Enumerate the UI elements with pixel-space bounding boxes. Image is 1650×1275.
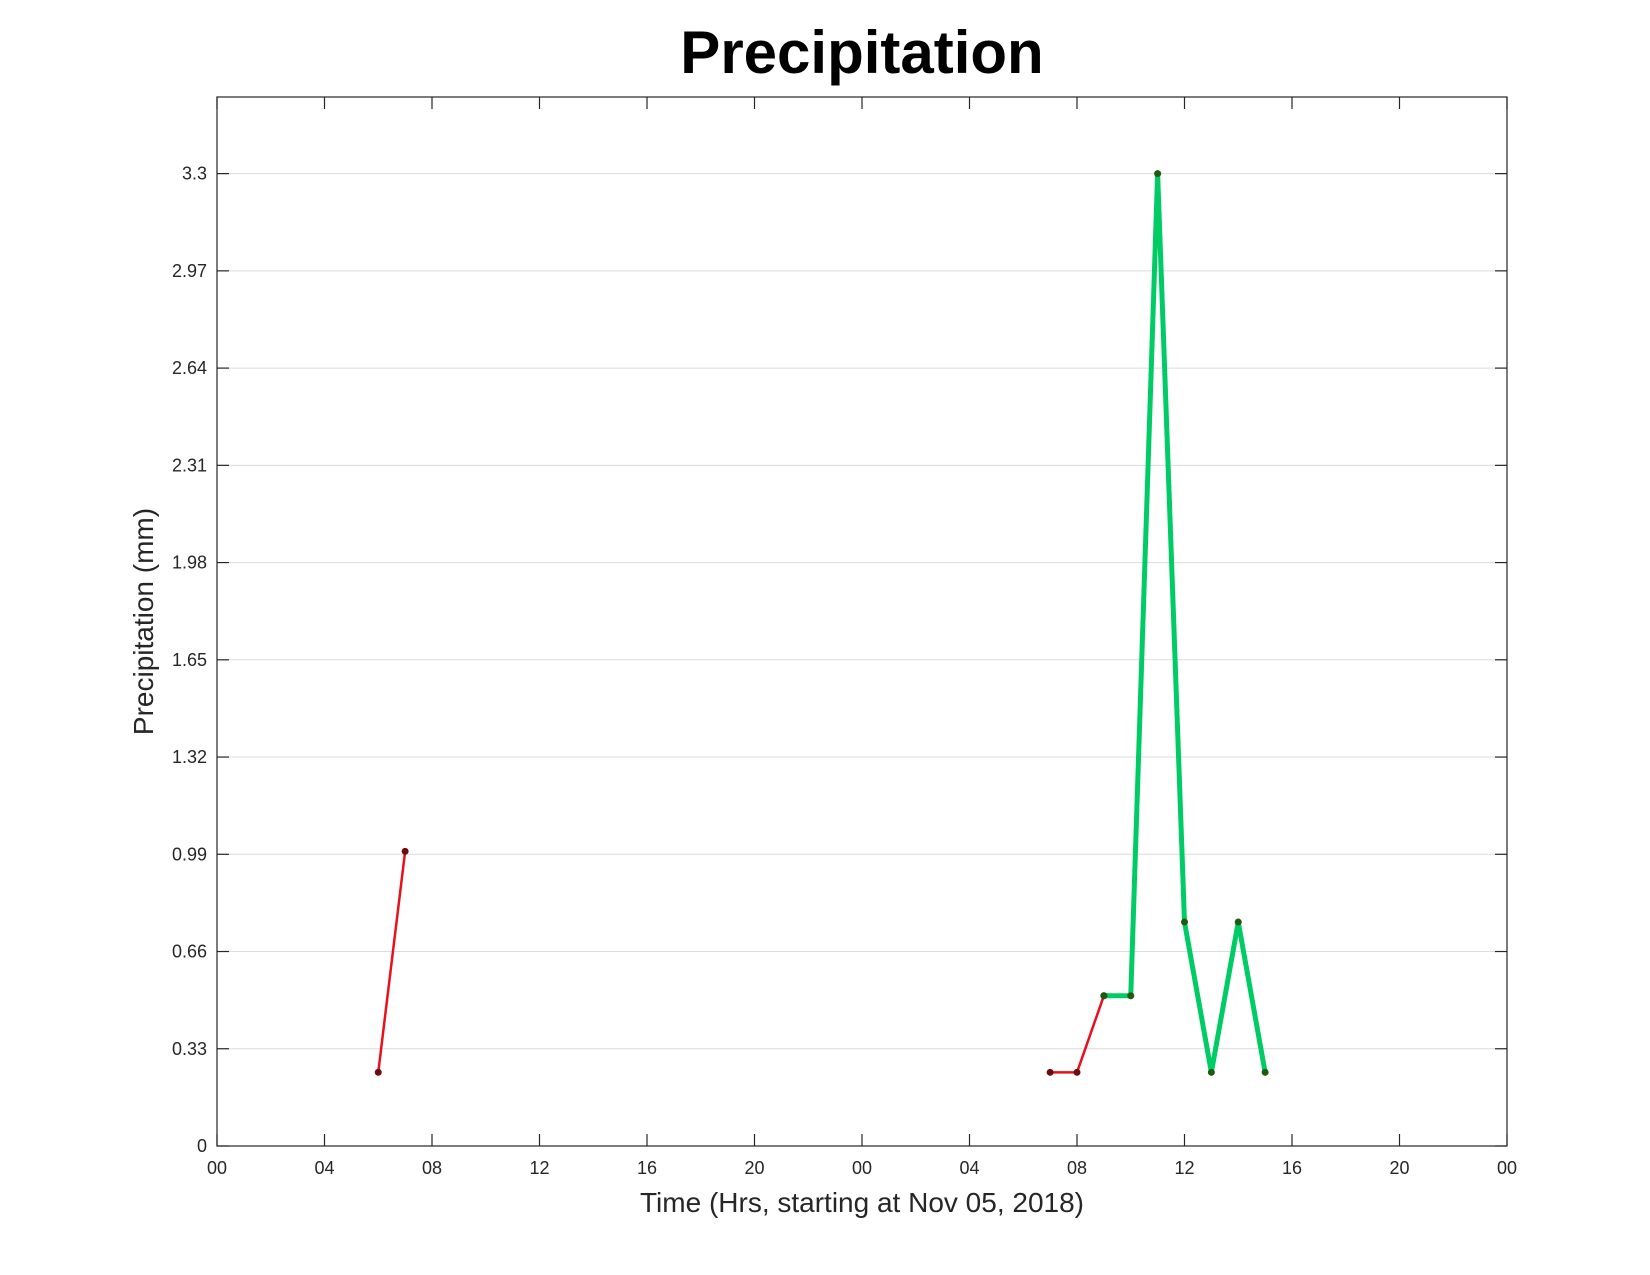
y-tick-label: 0.99 (172, 844, 207, 864)
y-tick-label: 2.31 (172, 455, 207, 475)
data-point (1261, 1068, 1269, 1076)
data-point (401, 847, 409, 855)
y-tick-label: 1.98 (172, 553, 207, 573)
data-series (374, 170, 1269, 1076)
data-point (1127, 992, 1135, 1000)
series-line-0 (377, 851, 407, 1073)
x-tick-label: 12 (529, 1158, 549, 1178)
x-tick-label: 12 (1174, 1158, 1194, 1178)
gridlines (217, 173, 1507, 1050)
x-tick-label: 16 (1282, 1158, 1302, 1178)
series-line-1 (1050, 995, 1106, 1074)
data-point (1073, 1068, 1081, 1076)
data-point (1100, 992, 1108, 1000)
y-tick-label: 3.3 (182, 164, 207, 184)
x-tick-label: 20 (1389, 1158, 1409, 1178)
data-point (1046, 1068, 1054, 1076)
y-tick-label: 0.66 (172, 942, 207, 962)
y-tick-labels: 0 0.33 0.66 0.99 1.32 1.65 1.98 2.31 2.64 2.97 3.3 (172, 164, 207, 1156)
x-tick-label: 16 (637, 1158, 657, 1178)
x-tick-label: 08 (422, 1158, 442, 1178)
x-tick-label: 08 (1067, 1158, 1087, 1178)
data-point (1181, 918, 1188, 926)
x-tick-label: 20 (744, 1158, 764, 1178)
y-tick-label: 0.33 (172, 1039, 207, 1059)
x-tick-label: 04 (959, 1158, 979, 1178)
x-tick-label: 00 (1497, 1158, 1517, 1178)
x-tick-label: 00 (207, 1158, 227, 1178)
series-line-2 (1103, 173, 1268, 1073)
chart-title: Precipitation (680, 19, 1044, 86)
y-tick-label: 0 (197, 1136, 207, 1156)
x-tick-label: 04 (314, 1158, 334, 1178)
y-tick-label: 1.32 (172, 747, 207, 767)
x-tick-label: 00 (852, 1158, 872, 1178)
data-point (1154, 170, 1162, 178)
data-point (1207, 1068, 1215, 1076)
x-axis-label: Time (Hrs, starting at Nov 05, 2018) (640, 1187, 1084, 1218)
y-tick-label: 1.65 (172, 650, 207, 670)
axes-frame (216, 96, 1508, 1147)
y-axis-label: Precipitation (mm) (128, 508, 159, 735)
tick-marks (216, 97, 1508, 1147)
data-point (374, 1068, 382, 1076)
x-tick-labels: 00 04 08 12 16 20 00 04 08 12 16 20 00 (207, 1158, 1517, 1178)
y-tick-label: 2.64 (172, 358, 207, 378)
y-tick-label: 2.97 (172, 261, 207, 281)
data-point (1234, 918, 1242, 926)
